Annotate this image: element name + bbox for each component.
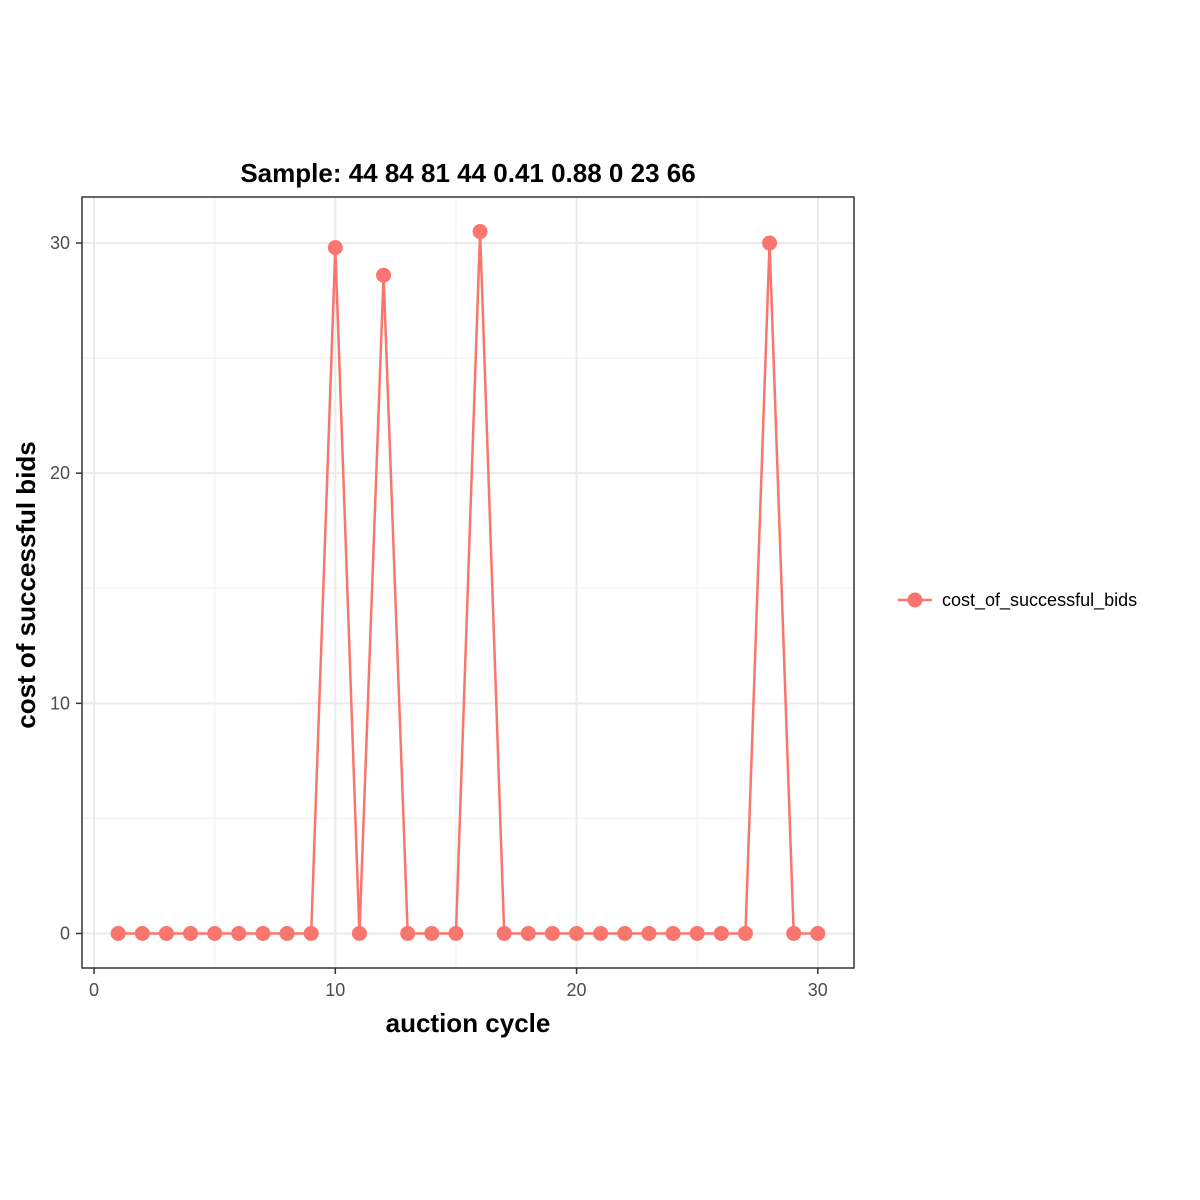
data-point xyxy=(786,925,802,941)
data-point xyxy=(641,925,657,941)
data-point xyxy=(617,925,633,941)
data-point xyxy=(351,925,367,941)
data-point xyxy=(544,925,560,941)
y-tick-label: 0 xyxy=(60,923,70,943)
y-axis: 0 10 20 30 xyxy=(50,233,82,943)
data-point xyxy=(279,925,295,941)
x-tick-label: 30 xyxy=(808,980,828,1000)
x-tick-label: 0 xyxy=(89,980,99,1000)
y-tick-label: 10 xyxy=(50,693,70,713)
data-point xyxy=(400,925,416,941)
data-point xyxy=(134,925,150,941)
x-axis: 0 10 20 30 xyxy=(89,968,828,1000)
data-point xyxy=(327,240,343,256)
grid-minor xyxy=(82,197,854,968)
x-tick-label: 10 xyxy=(325,980,345,1000)
legend-label: cost_of_successful_bids xyxy=(942,590,1137,611)
data-point xyxy=(689,925,705,941)
data-point xyxy=(593,925,609,941)
data-point xyxy=(569,925,585,941)
data-point xyxy=(810,925,826,941)
y-tick-label: 30 xyxy=(50,233,70,253)
data-point xyxy=(376,267,392,283)
data-point xyxy=(472,224,488,240)
x-tick-label: 20 xyxy=(567,980,587,1000)
data-point xyxy=(737,925,753,941)
data-point xyxy=(207,925,223,941)
data-point xyxy=(231,925,247,941)
data-point xyxy=(665,925,681,941)
data-point xyxy=(448,925,464,941)
data-point xyxy=(520,925,536,941)
plot-panel-border xyxy=(81,196,855,969)
data-point xyxy=(255,925,271,941)
data-point xyxy=(496,925,512,941)
data-point xyxy=(713,925,729,941)
legend-key-point xyxy=(907,592,923,608)
data-point xyxy=(183,925,199,941)
legend: cost_of_successful_bids xyxy=(898,590,1137,611)
data-point xyxy=(303,925,319,941)
data-point xyxy=(110,925,126,941)
x-axis-label: auction cycle xyxy=(386,1008,551,1038)
data-point xyxy=(158,925,174,941)
data-point xyxy=(424,925,440,941)
series-layer xyxy=(110,224,826,941)
y-tick-label: 20 xyxy=(50,463,70,483)
data-point xyxy=(762,235,778,251)
chart-title: Sample: 44 84 81 44 0.41 0.88 0 23 66 xyxy=(240,158,695,188)
y-axis-label: cost of successful bids xyxy=(11,441,41,729)
